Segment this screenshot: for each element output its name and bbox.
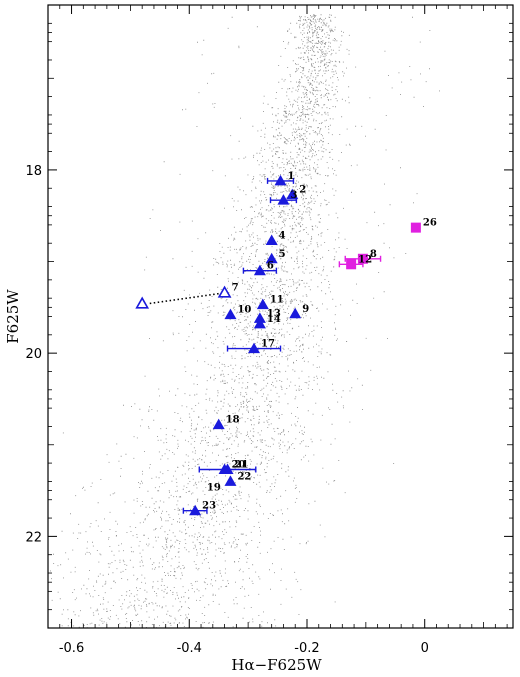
triangle-marker: [253, 317, 266, 329]
point-label: 17: [261, 339, 275, 350]
square-marker: [410, 222, 421, 233]
y-tick-label: 20: [25, 347, 42, 362]
point-label: 26: [423, 218, 437, 229]
x-tick-label: -0.4: [177, 641, 202, 656]
point-label: 18: [226, 415, 240, 426]
point-label: 22: [237, 471, 251, 482]
point-label: 6: [267, 261, 274, 272]
point-label: 19: [207, 483, 221, 494]
triangle-marker: [224, 308, 237, 320]
open-triangle-marker: [135, 296, 150, 309]
square-marker: [346, 259, 357, 270]
triangle-marker: [253, 264, 266, 276]
triangle-marker: [265, 234, 278, 245]
point-label: 5: [279, 249, 286, 260]
triangle-marker: [274, 174, 287, 186]
point-label: 3: [290, 190, 297, 201]
triangle-marker: [265, 252, 278, 264]
triangle-marker: [253, 312, 266, 323]
x-axis-title: Hα−F625W: [231, 656, 322, 674]
y-tick-label: 18: [25, 164, 42, 179]
y-tick-label: 22: [25, 530, 42, 545]
point-label: 9: [302, 304, 309, 315]
point-label: 7: [232, 283, 239, 294]
background-star-cloud: [50, 14, 440, 629]
star-cloud-dots: [50, 14, 440, 629]
point-label: 12: [358, 254, 372, 265]
open-triangle-marker: [217, 285, 232, 298]
point-label: 13: [267, 308, 281, 319]
triangle-marker: [277, 194, 290, 205]
point-label: 4: [279, 230, 286, 241]
triangle-marker: [221, 463, 234, 475]
triangle-marker: [189, 504, 202, 516]
square-marker: [357, 253, 368, 264]
x-tick-label: -0.6: [59, 641, 84, 656]
point-label: 8: [370, 249, 377, 260]
point-label: 1: [288, 171, 295, 182]
triangle-marker: [224, 475, 237, 486]
x-tick-label: -0.2: [294, 641, 319, 656]
point-label: 23: [202, 501, 216, 512]
triangle-marker: [248, 342, 261, 354]
point-label: 2: [299, 185, 306, 196]
triangle-marker: [289, 307, 302, 319]
point-label: 20: [232, 460, 246, 471]
triangle-marker: [212, 418, 225, 430]
x-tick-label: 0: [421, 641, 429, 656]
point-label: 21: [235, 460, 249, 471]
triangle-marker: [286, 188, 299, 200]
data-markers: [135, 174, 421, 516]
dotted-connector: [148, 292, 219, 305]
point-label: 14: [267, 314, 281, 325]
point-label: 10: [237, 305, 251, 316]
triangle-marker: [256, 298, 269, 310]
point-label: 11: [270, 295, 284, 306]
y-axis-title: F625W: [4, 289, 22, 344]
